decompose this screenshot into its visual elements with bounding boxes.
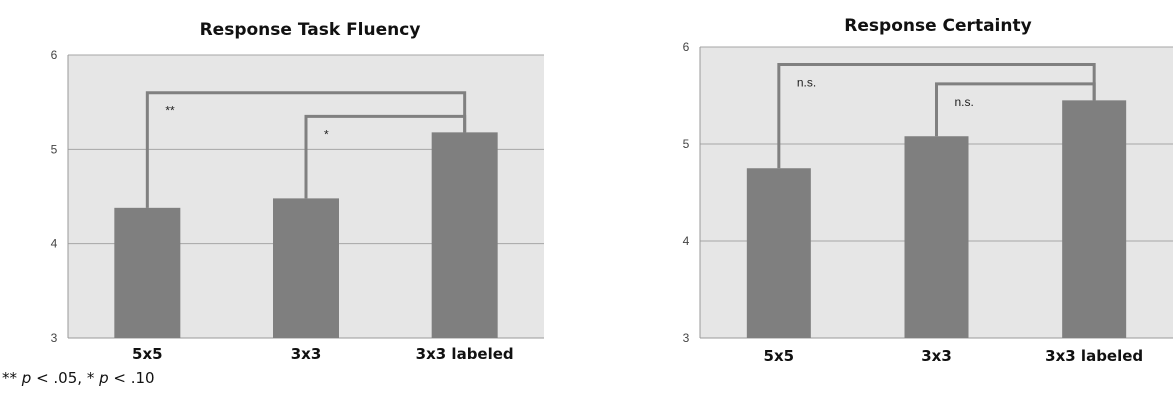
chart-title: Response Task Fluency <box>200 20 421 40</box>
bar <box>904 136 969 338</box>
category-label: 3x3 <box>291 345 322 363</box>
chart-response-certainty: Response Certainty 3 4 5 6 5x5 3x3 3x3 labeled… <box>683 16 1173 365</box>
footnote-threshold: < .05, <box>31 369 87 387</box>
bar <box>746 168 811 338</box>
significance-bracket <box>304 114 467 199</box>
bar <box>431 132 498 338</box>
footnote-marker-two-stars: ** <box>2 369 22 387</box>
y-tick-label: 5 <box>51 142 58 156</box>
category-label: 3x3 <box>921 347 952 365</box>
category-label: 5x5 <box>132 345 163 363</box>
chart-title: Response Certainty <box>844 16 1031 36</box>
y-tick-label: 4 <box>51 237 58 251</box>
footnote-p-symbol: p <box>21 369 32 387</box>
significance-bracket <box>935 82 1096 137</box>
significance-label: n.s. <box>955 95 974 109</box>
bar <box>273 198 339 338</box>
bar <box>114 207 181 338</box>
category-label: 3x3 labeled <box>416 345 514 363</box>
significance-bracket <box>145 91 467 208</box>
y-tick-label: 3 <box>683 331 690 345</box>
bar <box>1062 100 1127 338</box>
y-tick-label: 6 <box>683 40 690 54</box>
footnote-threshold: < .10 <box>108 369 155 387</box>
significance-label: n.s. <box>797 75 816 89</box>
chart-response-task-fluency: Response Task Fluency 3 4 5 6 5x5 3x3 3x3 labe… <box>51 20 544 363</box>
significance-label: * <box>324 127 329 141</box>
significance-footnote: ** p < .05, * p < .10 <box>2 369 155 387</box>
y-tick-label: 3 <box>51 331 58 345</box>
category-label: 3x3 labeled <box>1045 347 1143 365</box>
category-label: 5x5 <box>764 347 795 365</box>
y-tick-label: 5 <box>683 137 690 151</box>
footnote-marker-one-star: * <box>86 369 100 387</box>
y-tick-label: 6 <box>51 48 58 62</box>
y-tick-label: 4 <box>683 234 690 248</box>
significance-label: ** <box>165 104 175 118</box>
footnote-p-symbol: p <box>99 369 109 387</box>
